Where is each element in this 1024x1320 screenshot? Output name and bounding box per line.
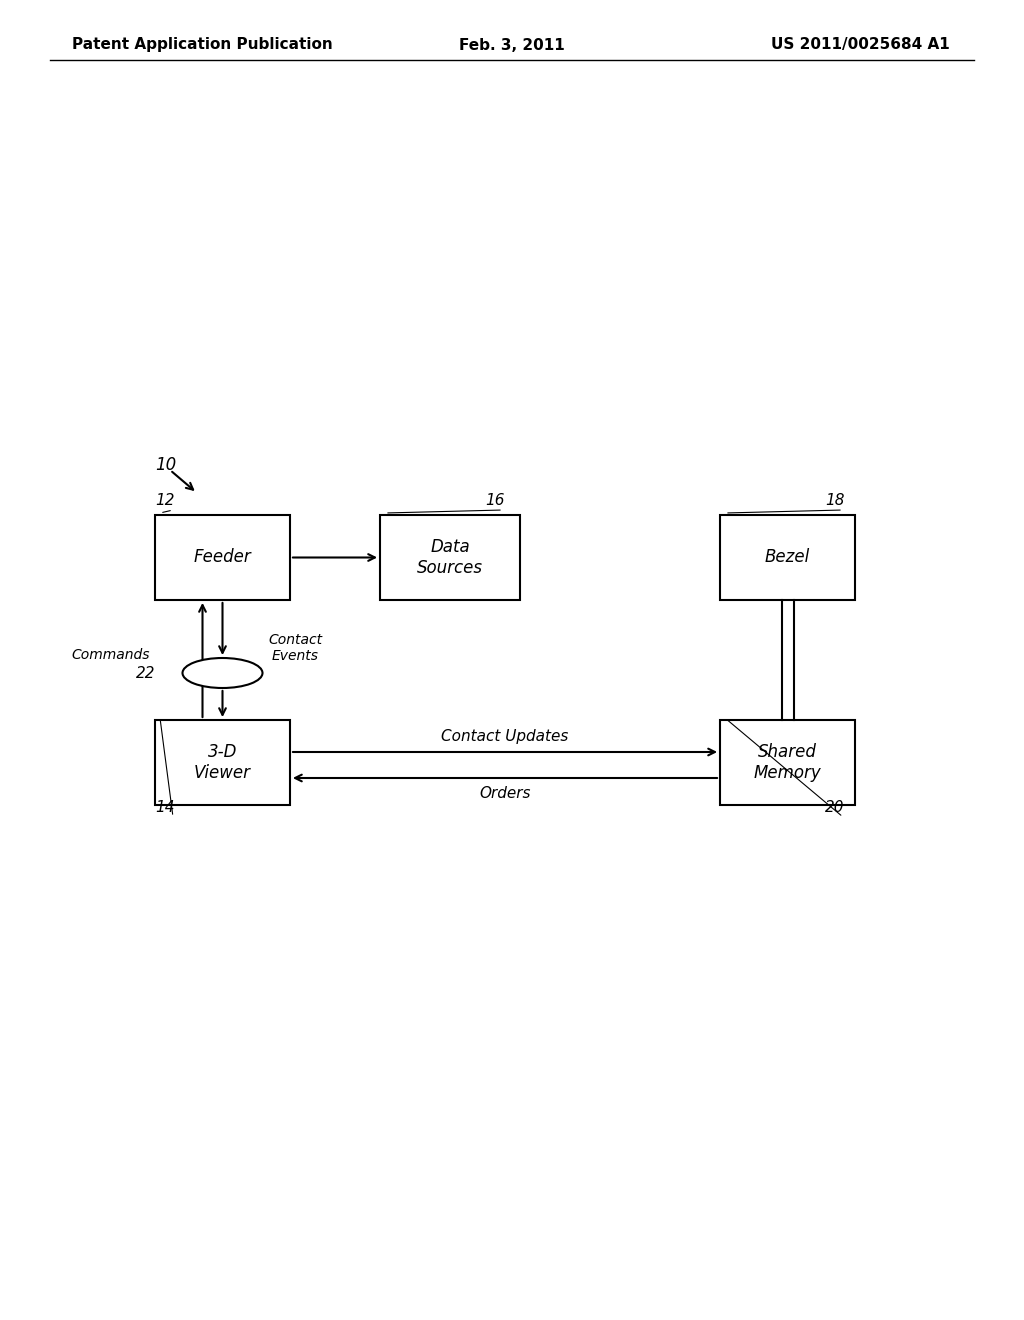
Text: 14: 14 (155, 800, 174, 814)
Text: 10: 10 (155, 455, 176, 474)
Text: Feb. 3, 2011: Feb. 3, 2011 (459, 37, 565, 53)
Text: Contact
Events: Contact Events (268, 632, 323, 663)
Text: 3-D
Viewer: 3-D Viewer (194, 743, 251, 781)
Bar (155, 719, 290, 805)
Text: Data
Sources: Data Sources (417, 539, 483, 577)
Text: 12: 12 (155, 492, 174, 508)
Bar (720, 515, 855, 601)
Bar (720, 719, 855, 805)
Text: Bezel: Bezel (765, 549, 810, 566)
Text: Orders: Orders (479, 785, 530, 801)
Text: Contact Updates: Contact Updates (441, 729, 568, 744)
Text: Shared
Memory: Shared Memory (754, 743, 821, 781)
Text: 20: 20 (825, 800, 845, 814)
Text: Feeder: Feeder (194, 549, 251, 566)
Text: 22: 22 (135, 665, 155, 681)
Text: Patent Application Publication: Patent Application Publication (72, 37, 333, 53)
Ellipse shape (182, 657, 262, 688)
Text: Commands: Commands (72, 648, 150, 663)
Text: 16: 16 (485, 492, 505, 508)
Text: US 2011/0025684 A1: US 2011/0025684 A1 (771, 37, 950, 53)
Bar (380, 515, 520, 601)
Bar (155, 515, 290, 601)
Text: 18: 18 (825, 492, 845, 508)
